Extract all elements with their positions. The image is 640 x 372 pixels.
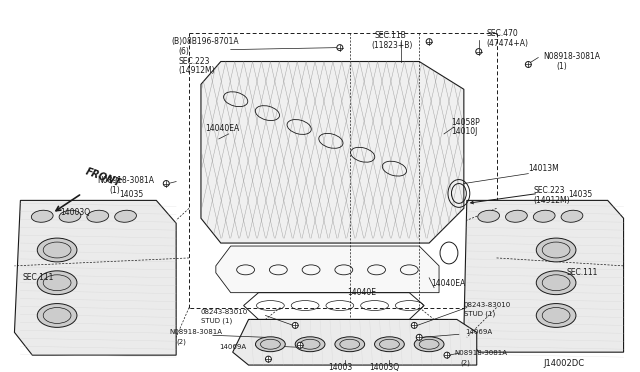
- Text: 14003Q: 14003Q: [60, 208, 90, 217]
- Polygon shape: [464, 201, 623, 352]
- Circle shape: [444, 352, 450, 358]
- Polygon shape: [233, 320, 477, 365]
- Text: 14035: 14035: [120, 190, 144, 199]
- Circle shape: [337, 45, 343, 51]
- Ellipse shape: [533, 210, 555, 222]
- Circle shape: [525, 61, 531, 67]
- Text: 14040EA: 14040EA: [431, 279, 465, 288]
- Text: FRONT: FRONT: [84, 166, 122, 189]
- Ellipse shape: [37, 271, 77, 295]
- Polygon shape: [201, 61, 464, 243]
- Ellipse shape: [374, 337, 404, 352]
- Ellipse shape: [506, 210, 527, 222]
- Circle shape: [426, 39, 432, 45]
- Text: N08918-3081A: N08918-3081A: [169, 329, 222, 335]
- Text: SEC.223: SEC.223: [178, 57, 210, 66]
- Circle shape: [416, 334, 422, 340]
- Polygon shape: [15, 201, 176, 355]
- Text: (6): (6): [178, 47, 189, 56]
- Text: 14003: 14003: [328, 363, 352, 372]
- Text: SEC.470: SEC.470: [486, 29, 518, 38]
- Ellipse shape: [561, 210, 583, 222]
- Text: 14035: 14035: [568, 190, 592, 199]
- Circle shape: [163, 180, 169, 186]
- Text: J14002DC: J14002DC: [543, 359, 584, 368]
- Ellipse shape: [59, 210, 81, 222]
- Text: 14069A: 14069A: [219, 344, 246, 350]
- Text: (14912M): (14912M): [533, 196, 570, 205]
- Text: (1): (1): [109, 186, 120, 195]
- Ellipse shape: [37, 304, 77, 327]
- Text: 14003Q: 14003Q: [370, 363, 400, 372]
- Circle shape: [412, 323, 417, 328]
- Text: 08243-83010: 08243-83010: [464, 302, 511, 308]
- Text: 14040E: 14040E: [347, 288, 376, 297]
- Text: SEC.11B: SEC.11B: [374, 31, 406, 40]
- Text: 14058P: 14058P: [451, 118, 480, 126]
- Ellipse shape: [478, 210, 500, 222]
- Text: STUD (1): STUD (1): [201, 317, 232, 324]
- Text: 14040EA: 14040EA: [205, 125, 239, 134]
- Ellipse shape: [255, 337, 285, 352]
- Circle shape: [297, 342, 303, 348]
- Text: (11823+B): (11823+B): [372, 41, 413, 50]
- Circle shape: [292, 323, 298, 328]
- Circle shape: [266, 356, 271, 362]
- Text: SEC.223: SEC.223: [533, 186, 564, 195]
- Ellipse shape: [536, 271, 576, 295]
- Ellipse shape: [87, 210, 109, 222]
- Ellipse shape: [37, 238, 77, 262]
- Text: 08243-83010: 08243-83010: [201, 308, 248, 314]
- Ellipse shape: [31, 210, 53, 222]
- Ellipse shape: [414, 337, 444, 352]
- Text: (B)08B196-8701A: (B)08B196-8701A: [171, 37, 239, 46]
- Text: N08918-3081A: N08918-3081A: [454, 350, 507, 356]
- Circle shape: [476, 49, 482, 55]
- Ellipse shape: [536, 304, 576, 327]
- Text: N08918-3081A: N08918-3081A: [97, 176, 154, 185]
- Ellipse shape: [335, 337, 365, 352]
- Polygon shape: [216, 246, 439, 293]
- Text: N08918-3081A: N08918-3081A: [543, 52, 600, 61]
- Text: (2): (2): [461, 360, 471, 366]
- Text: 14069A: 14069A: [465, 329, 492, 335]
- Text: SEC.111: SEC.111: [566, 268, 597, 277]
- Text: SEC.111: SEC.111: [22, 273, 54, 282]
- Text: (1): (1): [556, 62, 567, 71]
- Ellipse shape: [536, 238, 576, 262]
- Text: 14013M: 14013M: [529, 164, 559, 173]
- Text: (14912M): (14912M): [178, 66, 215, 75]
- Ellipse shape: [115, 210, 136, 222]
- Text: (2): (2): [176, 338, 186, 344]
- Ellipse shape: [295, 337, 325, 352]
- Text: 14010J: 14010J: [451, 128, 477, 137]
- Text: (47474+A): (47474+A): [486, 39, 529, 48]
- Text: STUD (1): STUD (1): [464, 310, 495, 317]
